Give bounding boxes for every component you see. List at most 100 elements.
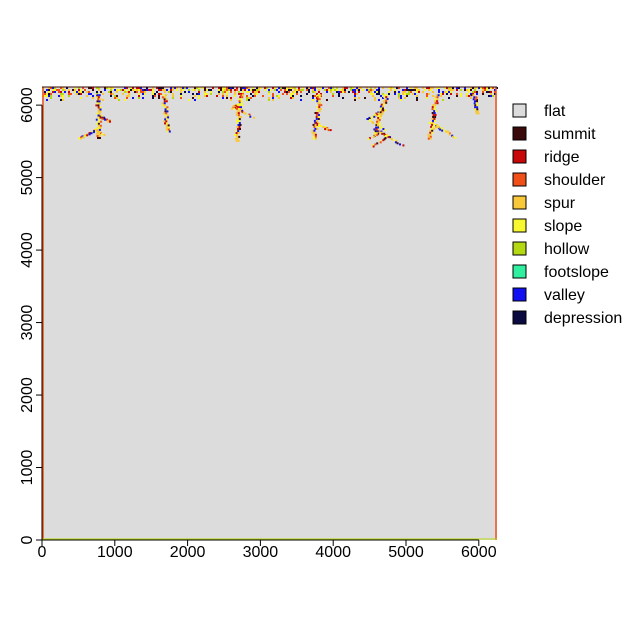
channel-cell (238, 120, 240, 123)
edge-cell (206, 95, 208, 97)
edge-cell (452, 89, 454, 91)
edge-cell (102, 93, 104, 95)
channel-cell (436, 96, 439, 99)
edge-cell (180, 93, 182, 95)
edge-cell (436, 87, 438, 89)
edge-cell (482, 89, 484, 91)
edge-cell (78, 87, 80, 89)
legend-label-summit: summit (544, 126, 596, 143)
edge-cell (124, 99, 126, 101)
edge-cell (180, 91, 182, 93)
edge-cell (100, 91, 102, 93)
edge-cell (358, 97, 360, 99)
edge-cell (224, 89, 226, 91)
edge-cell (354, 97, 356, 99)
channel-cell (434, 124, 437, 127)
channel-cell (240, 108, 243, 111)
channel-cell (376, 142, 379, 145)
edge-cell (128, 93, 130, 95)
channel-cell (234, 137, 237, 140)
edge-cell (84, 89, 86, 91)
channel-cell (431, 108, 434, 111)
edge-cell (470, 87, 472, 89)
edge-cell (342, 97, 344, 99)
edge-cell (404, 93, 406, 95)
edge-cell (290, 93, 292, 95)
channel-cell (429, 131, 432, 134)
channel-cell (451, 134, 454, 137)
channel-cell (164, 108, 167, 111)
channel-cell (98, 135, 101, 137)
channel-cell (393, 139, 396, 142)
edge-cell (460, 89, 462, 91)
edge-cell (90, 87, 92, 89)
edge-cell (198, 97, 200, 99)
channel-cell (99, 110, 102, 113)
edge-cell (204, 93, 206, 95)
edge-cell (290, 87, 292, 89)
edge-cell (358, 87, 360, 89)
y-tick-label: 0 (19, 535, 36, 544)
channel-cell (375, 112, 378, 115)
channel-cell (472, 94, 475, 97)
channel-cell (161, 104, 164, 107)
channel-cell (164, 94, 167, 97)
edge-cell (272, 87, 274, 89)
channel-cell (163, 96, 166, 99)
channel-cell (98, 112, 101, 115)
channel-cell (402, 144, 405, 147)
channel-cell (240, 94, 242, 97)
edge-cell (52, 89, 54, 91)
channel-cell (313, 131, 316, 134)
edge-cell (318, 91, 320, 93)
channel-cell (319, 108, 322, 111)
edge-cell (218, 87, 220, 89)
x-tick-label: 3000 (243, 544, 279, 561)
edge-cell (152, 91, 154, 93)
channel-cell (432, 127, 435, 130)
edge-cell (438, 87, 440, 89)
edge-cell (330, 89, 332, 91)
edge-cell (168, 91, 170, 93)
edge-cell (62, 87, 64, 89)
channel-cell (314, 135, 317, 138)
edge-cell (404, 97, 406, 99)
channel-cell (370, 116, 373, 119)
channel-cell (97, 114, 100, 117)
edge-cell (222, 89, 224, 91)
edge-cell (144, 89, 146, 91)
edge-cell (346, 87, 348, 89)
edge-cell (470, 97, 472, 99)
edge-cell (204, 87, 206, 89)
channel-cell (164, 118, 167, 121)
edge-cell (242, 93, 244, 95)
edge-cell (292, 87, 294, 89)
channel-cell (165, 126, 168, 129)
edge-cell (228, 87, 230, 89)
edge-cell (110, 95, 112, 97)
edge-cell (188, 91, 190, 93)
channel-cell (326, 128, 329, 131)
channel-cell (383, 132, 386, 135)
edge-cell (58, 95, 60, 97)
channel-cell (436, 102, 439, 105)
edge-cell (154, 93, 156, 95)
edge-cell (226, 89, 228, 91)
channel-cell (318, 98, 321, 101)
channel-cell (167, 124, 170, 127)
edge-cell (406, 89, 408, 91)
edge-cell (256, 89, 258, 91)
edge-cell (198, 95, 200, 97)
edge-cell (312, 87, 314, 89)
edge-cell (278, 87, 280, 89)
channel-cell (389, 136, 391, 139)
channel-cell (109, 120, 111, 123)
edge-cell (378, 89, 380, 91)
channel-cell (96, 94, 99, 97)
channel-cell (476, 100, 478, 103)
channel-cell (95, 104, 98, 107)
edge-cell (180, 89, 182, 91)
edge-cell (234, 91, 236, 93)
edge-cell (480, 87, 482, 89)
channel-cell (376, 130, 379, 133)
